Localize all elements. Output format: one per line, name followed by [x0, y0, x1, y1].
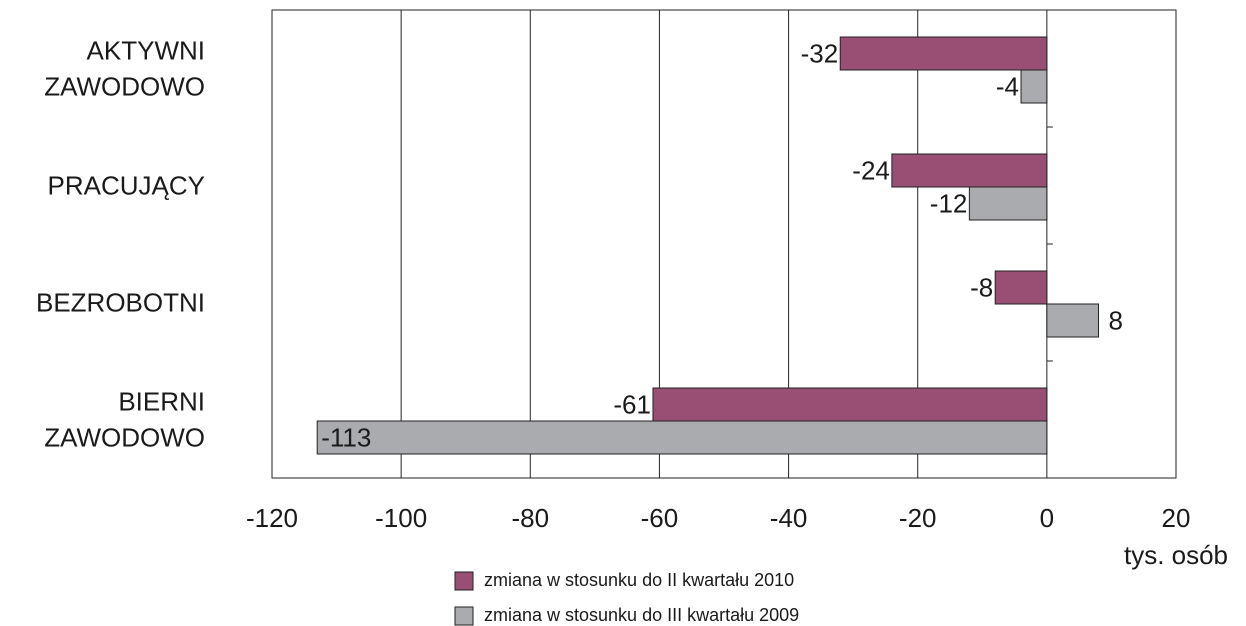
bar: [1020, 69, 1048, 104]
x-tick-label: 20: [1162, 503, 1191, 533]
x-tick-label: -60: [641, 503, 679, 533]
legend-swatch: [454, 606, 474, 626]
data-label: -113: [321, 422, 371, 452]
x-tick-label: -100: [375, 503, 427, 533]
data-label: -8: [970, 272, 993, 302]
category-label: AKTYWNI ZAWODOWO: [44, 35, 205, 101]
x-tick-label: -120: [246, 503, 298, 533]
data-label: -12: [930, 188, 968, 218]
x-tick-label: -80: [511, 503, 549, 533]
category-label: BIERNI ZAWODOWO: [44, 386, 205, 452]
category-label: PRACUJĄCY: [48, 170, 205, 200]
legend-label: zmiana w stosunku do III kwartału 2009: [484, 605, 799, 625]
x-tick-label: -40: [770, 503, 808, 533]
data-label: -24: [852, 155, 890, 185]
data-label: -4: [996, 71, 1019, 101]
x-axis-label: tys. osób: [1124, 540, 1228, 570]
x-tick-label: 0: [1040, 503, 1054, 533]
bar: [994, 270, 1048, 305]
x-tick-label: -20: [899, 503, 937, 533]
bar: [968, 186, 1048, 221]
bar: [1046, 303, 1100, 338]
bar: [316, 420, 1048, 455]
category-label: BEZROBOTNI: [36, 287, 205, 317]
bar: [652, 387, 1048, 422]
data-label: 8: [1109, 305, 1123, 335]
data-label: -32: [801, 38, 839, 68]
data-label: -61: [613, 389, 651, 419]
legend-label: zmiana w stosunku do II kwartału 2010: [484, 570, 794, 590]
legend-swatch: [454, 571, 474, 591]
bar: [891, 153, 1048, 188]
bar: [839, 36, 1048, 71]
